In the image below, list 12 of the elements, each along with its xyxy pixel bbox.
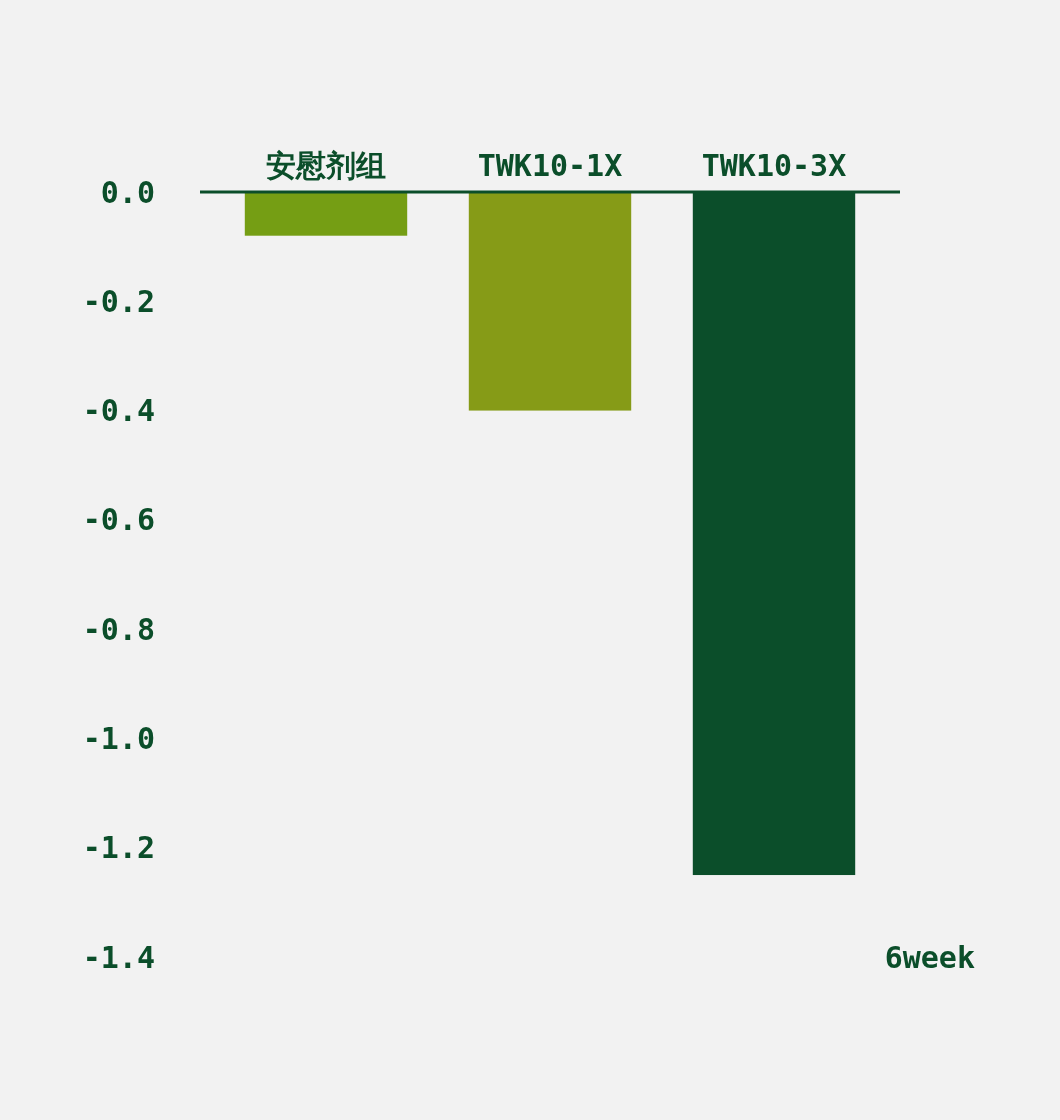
y-tick-label: 0.0 <box>100 174 155 210</box>
y-tick-label: -1.2 <box>82 830 155 866</box>
x-axis-title: 6week <box>884 939 975 975</box>
y-tick-label: -0.8 <box>82 611 155 647</box>
y-tick-label: -1.0 <box>82 720 155 756</box>
y-tick-label: -0.6 <box>82 502 155 538</box>
y-tick-label: -0.2 <box>82 283 155 319</box>
y-tick-label: -0.4 <box>82 393 155 429</box>
x-tick-label: TWK10-3X <box>701 148 847 183</box>
y-tick-label: -1.4 <box>82 939 155 975</box>
x-tick-label: TWK10-1X <box>477 148 623 183</box>
x-tick-label: 安慰剂组 <box>266 148 386 183</box>
